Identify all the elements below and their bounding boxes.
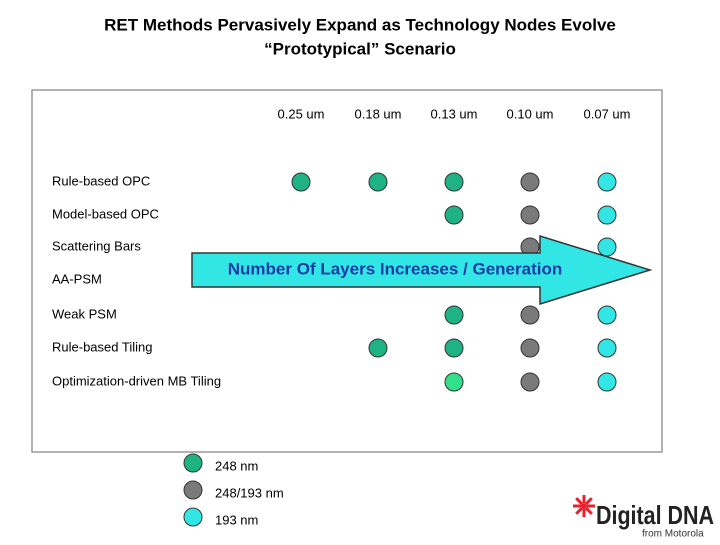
legend-dot [183,480,203,500]
dot [444,338,464,358]
title: RET Methods Pervasively Expand as Techno… [104,15,616,34]
legend-dot [183,507,203,527]
arrow-label: Number Of Layers Increases / Generation [228,259,562,278]
dot [597,338,617,358]
row-label: Weak PSM [52,306,117,321]
dot [520,338,540,358]
logo-brand: Digital DNA [596,500,714,530]
dot [444,372,464,392]
row-label: Model-based OPC [52,206,159,221]
subtitle: “Prototypical” Scenario [264,39,456,58]
logo: Digital DNA from Motorola [573,495,714,540]
legend-label: 193 nm [215,512,258,527]
column-header: 0.25 um [278,106,325,121]
column-header: 0.13 um [431,106,478,121]
dot [368,338,388,358]
dot [597,372,617,392]
frame [31,89,663,453]
row-label: Optimization-driven MB Tiling [52,373,221,388]
legend-dot [183,453,203,473]
column-header: 0.18 um [355,106,402,121]
dot [520,305,540,325]
row-label: Rule-based Tiling [52,339,152,354]
dot [520,172,540,192]
row-label: Scattering Bars [52,238,141,253]
dot [291,172,311,192]
dot [520,205,540,225]
dot [444,172,464,192]
dot [368,172,388,192]
arrow [191,234,653,306]
legend-label: 248/193 nm [215,485,284,500]
legend-label: 248 nm [215,458,258,473]
dot [444,205,464,225]
dot [597,172,617,192]
column-header: 0.07 um [584,106,631,121]
row-label: Rule-based OPC [52,173,150,188]
dot [597,205,617,225]
row-label: AA-PSM [52,271,102,286]
dot [520,372,540,392]
logo-burst [573,495,595,517]
logo-byline: from Motorola [642,529,704,540]
dot [444,305,464,325]
dot [597,237,617,257]
dot [597,305,617,325]
column-header: 0.10 um [507,106,554,121]
